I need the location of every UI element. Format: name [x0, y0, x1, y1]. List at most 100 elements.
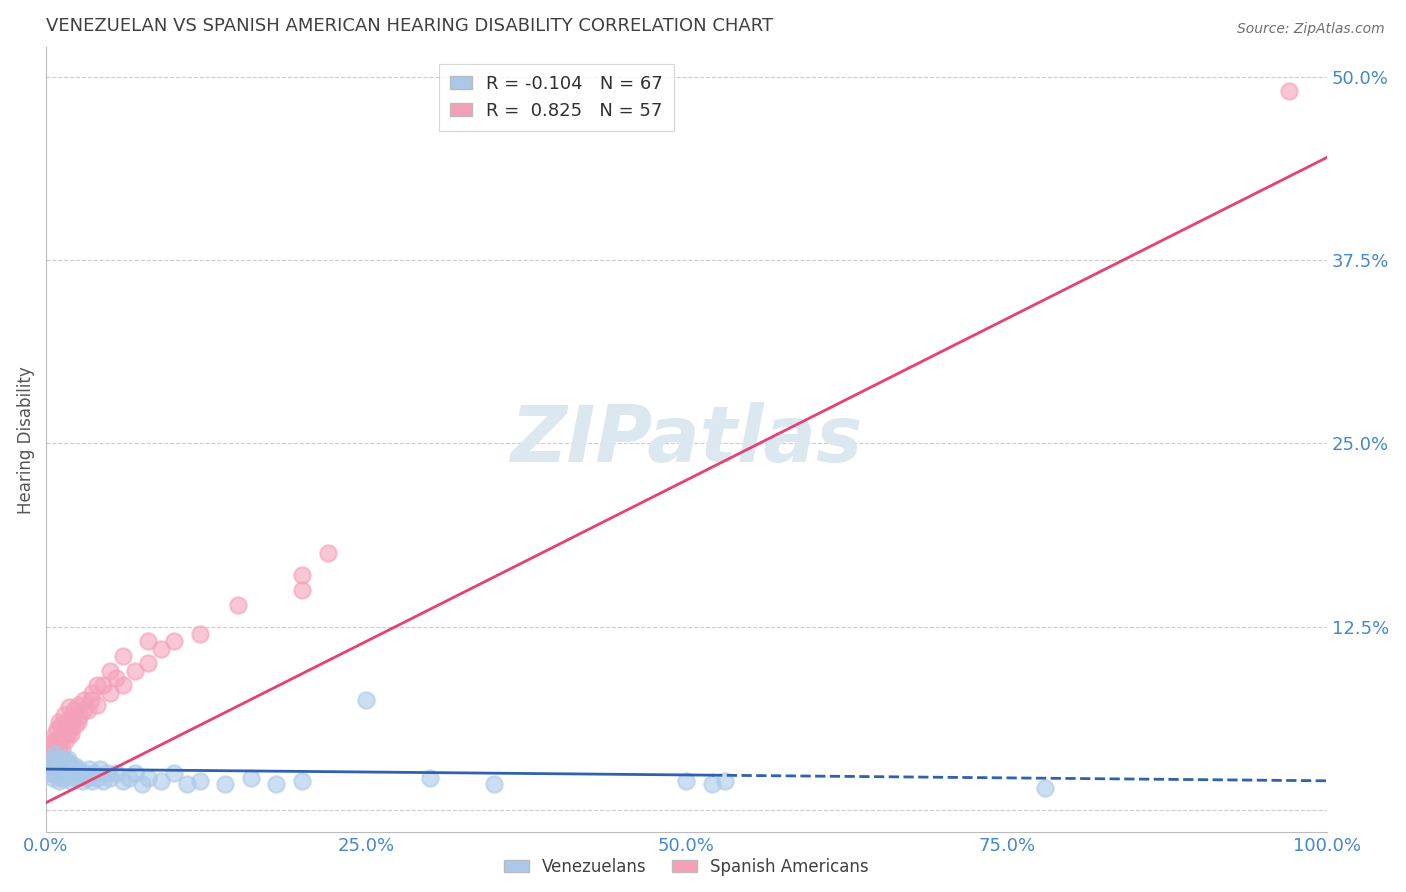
Point: [214, 777, 236, 791]
Point: [59, 723, 82, 737]
Point: [77, 703, 100, 717]
Point: [96, 766, 118, 780]
Point: [105, 671, 128, 685]
Point: [44, 732, 66, 747]
Point: [58, 756, 80, 771]
Point: [73, 693, 96, 707]
Point: [38, 766, 60, 780]
Point: [56, 727, 79, 741]
Point: [188, 627, 211, 641]
Point: [291, 568, 314, 582]
Point: [46, 723, 69, 737]
Point: [48, 759, 70, 773]
Point: [45, 766, 67, 780]
Point: [55, 715, 77, 730]
Point: [83, 766, 105, 780]
Point: [51, 759, 73, 773]
Point: [58, 766, 80, 780]
Point: [56, 752, 79, 766]
Point: [39, 747, 62, 762]
Legend: Venezuelans, Spanish Americans: Venezuelans, Spanish Americans: [498, 851, 876, 883]
Text: VENEZUELAN VS SPANISH AMERICAN HEARING DISABILITY CORRELATION CHART: VENEZUELAN VS SPANISH AMERICAN HEARING D…: [46, 17, 773, 35]
Point: [55, 759, 77, 773]
Point: [49, 762, 72, 776]
Point: [98, 664, 121, 678]
Point: [60, 712, 83, 726]
Point: [49, 771, 72, 785]
Point: [65, 771, 87, 785]
Point: [42, 771, 65, 785]
Point: [63, 766, 86, 780]
Point: [93, 678, 115, 692]
Point: [49, 756, 72, 771]
Point: [111, 773, 134, 788]
Point: [67, 766, 90, 780]
Point: [73, 703, 96, 717]
Point: [118, 771, 141, 785]
Point: [46, 752, 69, 766]
Point: [266, 777, 288, 791]
Point: [80, 773, 103, 788]
Point: [53, 723, 76, 737]
Point: [41, 737, 63, 751]
Point: [291, 773, 314, 788]
Point: [49, 732, 72, 747]
Point: [59, 762, 82, 776]
Point: [38, 759, 60, 773]
Point: [131, 777, 153, 791]
Point: [163, 634, 186, 648]
Point: [48, 715, 70, 730]
Point: [46, 747, 69, 762]
Point: [49, 718, 72, 732]
Point: [65, 718, 87, 732]
Point: [675, 773, 697, 788]
Point: [49, 766, 72, 780]
Y-axis label: Hearing Disability: Hearing Disability: [17, 366, 35, 514]
Point: [239, 771, 262, 785]
Point: [150, 641, 173, 656]
Point: [163, 766, 186, 780]
Point: [79, 693, 101, 707]
Point: [86, 678, 108, 692]
Point: [98, 771, 121, 785]
Text: Source: ZipAtlas.com: Source: ZipAtlas.com: [1237, 22, 1385, 37]
Point: [73, 766, 96, 780]
Point: [55, 732, 77, 747]
Point: [45, 737, 67, 751]
Point: [484, 777, 506, 791]
Point: [51, 730, 73, 744]
Point: [62, 715, 84, 730]
Point: [62, 762, 84, 776]
Point: [79, 762, 101, 776]
Point: [46, 762, 69, 776]
Point: [93, 773, 115, 788]
Point: [105, 766, 128, 780]
Point: [44, 727, 66, 741]
Point: [69, 707, 91, 722]
Point: [48, 741, 70, 756]
Point: [41, 752, 63, 766]
Point: [70, 773, 93, 788]
Point: [60, 773, 83, 788]
Point: [60, 727, 83, 741]
Point: [150, 773, 173, 788]
Point: [52, 707, 75, 722]
Point: [89, 762, 111, 776]
Point: [63, 703, 86, 717]
Point: [188, 773, 211, 788]
Point: [354, 693, 377, 707]
Point: [41, 762, 63, 776]
Point: [53, 762, 76, 776]
Point: [44, 747, 66, 762]
Point: [86, 771, 108, 785]
Point: [66, 762, 89, 776]
Point: [714, 773, 737, 788]
Point: [53, 771, 76, 785]
Point: [44, 759, 66, 773]
Point: [1033, 781, 1056, 796]
Point: [86, 698, 108, 712]
Point: [42, 744, 65, 758]
Point: [65, 759, 87, 773]
Point: [98, 686, 121, 700]
Point: [41, 766, 63, 780]
